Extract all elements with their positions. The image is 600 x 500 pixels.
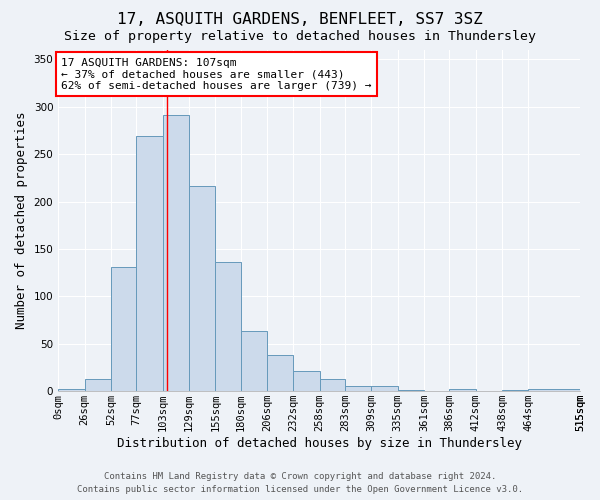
X-axis label: Distribution of detached houses by size in Thundersley: Distribution of detached houses by size …	[116, 437, 521, 450]
Text: 17 ASQUITH GARDENS: 107sqm
← 37% of detached houses are smaller (443)
62% of sem: 17 ASQUITH GARDENS: 107sqm ← 37% of deta…	[61, 58, 372, 91]
Bar	[85, 379, 111, 391]
Bar	[241, 332, 267, 391]
Text: Size of property relative to detached houses in Thundersley: Size of property relative to detached ho…	[64, 30, 536, 43]
Bar	[58, 390, 85, 391]
Bar	[398, 390, 424, 391]
Bar	[320, 379, 345, 391]
Y-axis label: Number of detached properties: Number of detached properties	[15, 112, 28, 330]
Bar	[293, 372, 320, 391]
Bar	[189, 186, 215, 391]
Bar	[502, 390, 529, 391]
Text: Contains HM Land Registry data © Crown copyright and database right 2024.
Contai: Contains HM Land Registry data © Crown c…	[77, 472, 523, 494]
Bar	[136, 136, 163, 391]
Bar	[449, 390, 476, 391]
Bar	[371, 386, 398, 391]
Bar	[215, 262, 241, 391]
Bar	[345, 386, 371, 391]
Bar	[529, 390, 580, 391]
Text: 17, ASQUITH GARDENS, BENFLEET, SS7 3SZ: 17, ASQUITH GARDENS, BENFLEET, SS7 3SZ	[117, 12, 483, 28]
Bar	[163, 116, 189, 391]
Bar	[267, 355, 293, 391]
Bar	[111, 267, 136, 391]
